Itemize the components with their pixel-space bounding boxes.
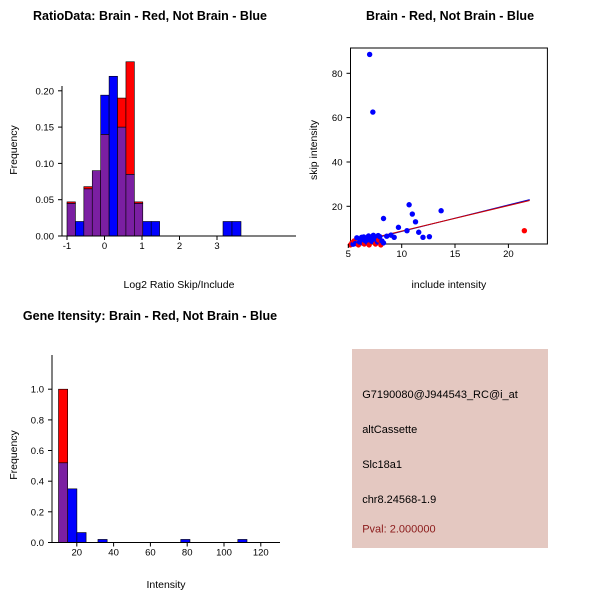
- svg-text:80: 80: [332, 69, 343, 80]
- svg-text:G7190080@J944543_RC@i_at: G7190080@J944543_RC@i_at: [362, 389, 518, 401]
- svg-text:0.8: 0.8: [31, 415, 44, 426]
- svg-text:Slc18a1: Slc18a1: [362, 459, 402, 471]
- svg-text:1: 1: [139, 241, 144, 252]
- svg-text:100: 100: [216, 548, 232, 559]
- svg-text:60: 60: [145, 548, 156, 559]
- svg-text:15: 15: [450, 249, 461, 260]
- svg-text:0.4: 0.4: [31, 477, 44, 488]
- svg-text:40: 40: [332, 158, 343, 169]
- svg-text:Log2 Ratio Skip/Include: Log2 Ratio Skip/Include: [124, 279, 235, 291]
- svg-text:10: 10: [396, 249, 407, 260]
- svg-text:0.15: 0.15: [36, 123, 55, 134]
- svg-text:20: 20: [332, 202, 343, 213]
- svg-text:0: 0: [102, 241, 107, 252]
- svg-text:0.6: 0.6: [31, 446, 44, 457]
- svg-text:Gene Itensity: Brain - Red, No: Gene Itensity: Brain - Red, Not Brain - …: [23, 309, 277, 323]
- svg-text:Brain - Red, Not Brain - Blue: Brain - Red, Not Brain - Blue: [366, 9, 534, 23]
- svg-text:Pval: 2.000000: Pval: 2.000000: [362, 524, 435, 536]
- svg-text:RatioData: Brain - Red, Not Br: RatioData: Brain - Red, Not Brain - Blue: [33, 9, 267, 23]
- svg-text:Frequency: Frequency: [8, 429, 20, 479]
- svg-text:60: 60: [332, 113, 343, 124]
- svg-text:40: 40: [108, 548, 119, 559]
- svg-text:0.00: 0.00: [36, 232, 55, 243]
- svg-text:0.10: 0.10: [36, 159, 55, 170]
- svg-text:Intensity: Intensity: [146, 579, 186, 591]
- svg-text:include intensity: include intensity: [412, 279, 487, 291]
- svg-text:80: 80: [182, 548, 193, 559]
- svg-text:2: 2: [177, 241, 182, 252]
- svg-text:skip intensity: skip intensity: [308, 119, 320, 180]
- svg-text:120: 120: [253, 548, 269, 559]
- svg-text:0.0: 0.0: [31, 538, 44, 549]
- svg-text:1.0: 1.0: [31, 385, 44, 396]
- svg-text:Frequency: Frequency: [8, 124, 20, 174]
- svg-text:0.2: 0.2: [31, 507, 44, 518]
- svg-text:3: 3: [214, 241, 219, 252]
- svg-text:-1: -1: [63, 241, 71, 252]
- svg-text:0.20: 0.20: [36, 86, 55, 97]
- svg-text:0.05: 0.05: [36, 195, 55, 206]
- svg-text:20: 20: [503, 249, 514, 260]
- svg-text:chr8.24568-1.9: chr8.24568-1.9: [362, 494, 436, 506]
- svg-text:20: 20: [72, 548, 83, 559]
- svg-text:altCassette: altCassette: [362, 424, 417, 436]
- svg-text:5: 5: [346, 249, 351, 260]
